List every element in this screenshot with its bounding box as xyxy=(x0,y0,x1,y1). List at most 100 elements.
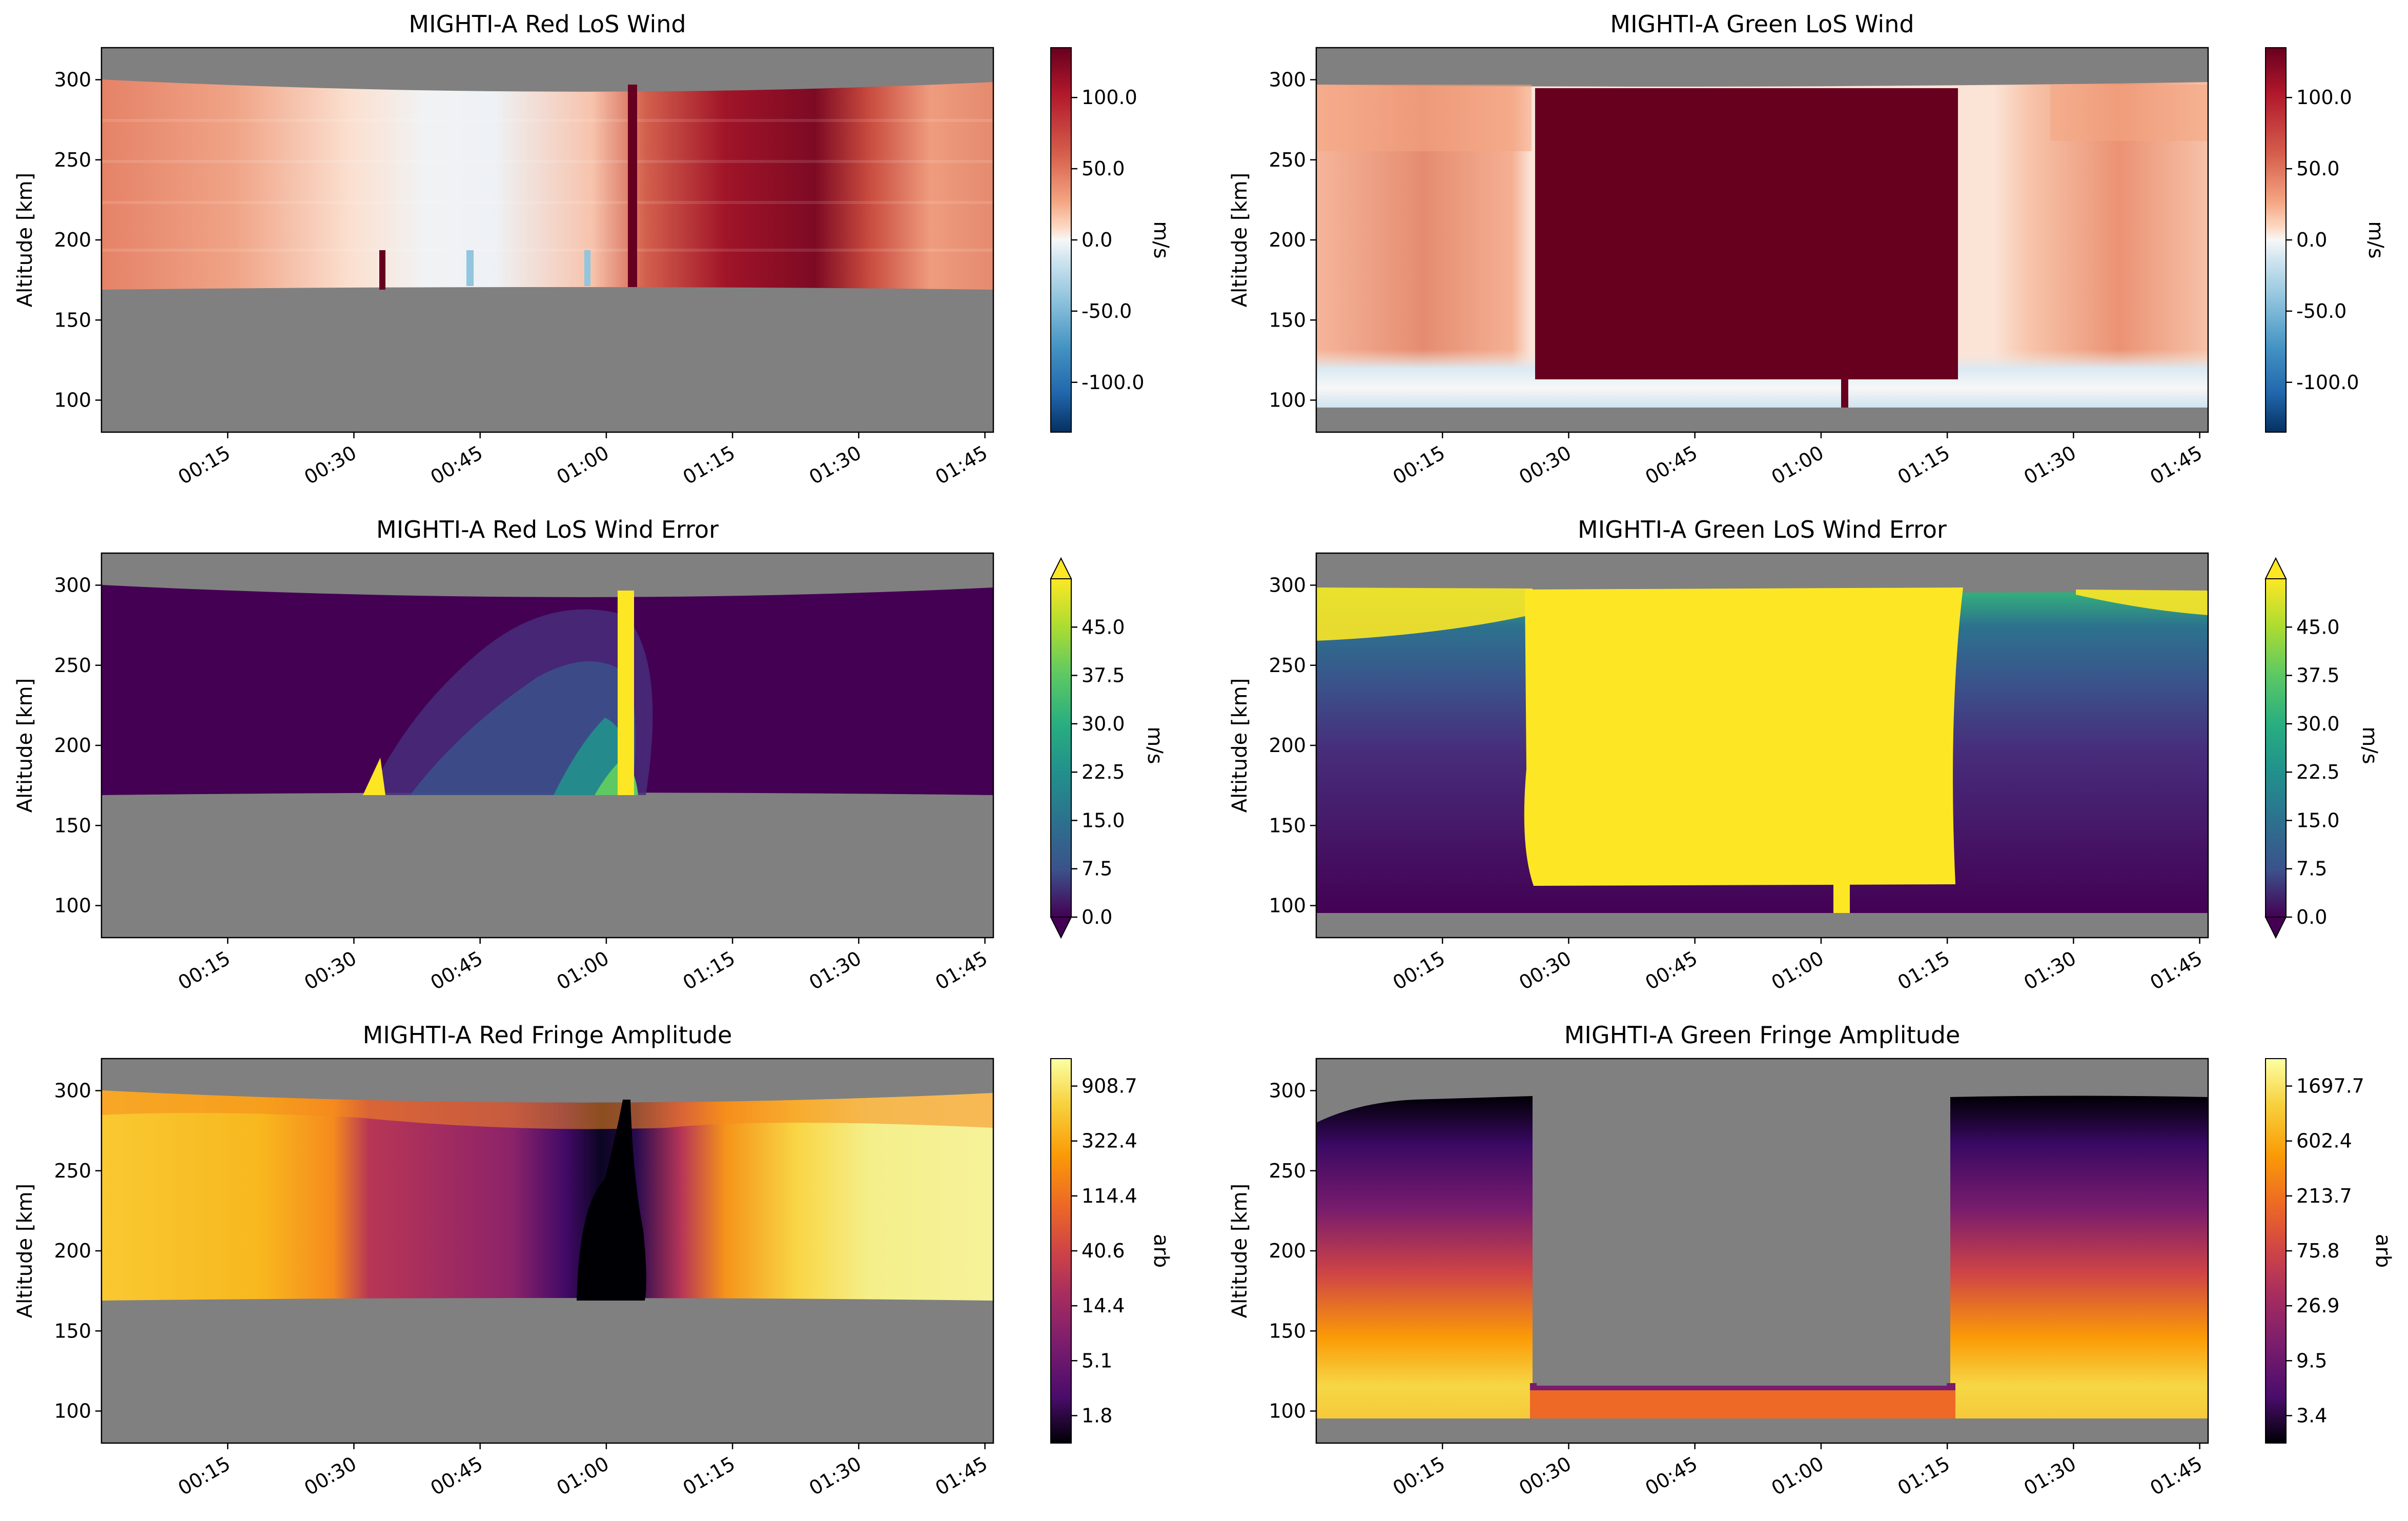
x-tick-label: 00:45 xyxy=(426,1452,486,1500)
y-tick-label: 300 xyxy=(1269,69,1306,91)
x-tick-label: 01:30 xyxy=(2020,1452,2080,1500)
colorbar-tick-label: 75.8 xyxy=(2296,1240,2340,1262)
panel-title: MIGHTI-A Green LoS Wind xyxy=(1610,10,1914,38)
panel-red-los-wind: MIGHTI-A Red LoS Wind 100 150 200 250 300 00… xyxy=(13,10,1173,489)
panel-title: MIGHTI-A Green LoS Wind Error xyxy=(1578,516,1947,543)
colorbar-gradient xyxy=(1050,1058,1072,1444)
panel-title: MIGHTI-A Green Fringe Amplitude xyxy=(1564,1021,1961,1049)
colorbar-tick-label: 37.5 xyxy=(1081,664,1125,687)
colorbar-tick-label: 1697.7 xyxy=(2296,1075,2364,1098)
y-tick-label: 200 xyxy=(1269,229,1306,251)
colorbar-ticks: 908.7 322.4 114.4 40.6 14.4 5.1 1.8 xyxy=(1071,1075,1137,1427)
colorbar: 100.0 50.0 0.0 -50.0 -100.0 m/s xyxy=(1050,47,1173,433)
colorbar-gradient xyxy=(1050,47,1072,433)
colorbar: 908.7 322.4 114.4 40.6 14.4 5.1 1.8 arb xyxy=(1050,1058,1173,1444)
y-tick-label: 300 xyxy=(1269,1080,1306,1102)
y-axis: 100 150 200 250 300 xyxy=(1269,574,1316,917)
high-error-column xyxy=(618,591,634,795)
x-tick-label: 00:30 xyxy=(300,441,360,489)
y-tick-label: 100 xyxy=(54,895,91,917)
y-axis-label: Altitude [km] xyxy=(13,678,37,813)
x-axis: 00:15 00:30 00:45 01:00 01:15 01:30 01:45 xyxy=(174,938,991,995)
x-axis: 00:15 00:30 00:45 01:00 01:15 01:30 01:45 xyxy=(1389,1443,2206,1500)
x-tick-label: 00:45 xyxy=(1641,947,1701,995)
y-tick-label: 150 xyxy=(54,814,91,837)
valid-data-region xyxy=(101,79,993,290)
x-tick-label: 00:30 xyxy=(1515,441,1575,489)
colorbar: 1697.7 602.4 213.7 75.8 26.9 9.5 3.4 arb xyxy=(2265,1058,2395,1444)
y-tick-label: 150 xyxy=(54,1320,91,1342)
panel-red-los-wind-error: MIGHTI-A Red LoS Wind Error 100 150 200 250… xyxy=(13,516,1167,995)
high-error-spike xyxy=(363,758,385,795)
y-tick-label: 150 xyxy=(1269,309,1306,331)
colorbar-ticks: 45.0 37.5 30.0 22.5 15.0 7.5 0.0 xyxy=(2286,616,2340,928)
x-tick-label: 01:15 xyxy=(1894,947,1954,995)
y-axis-label: Altitude [km] xyxy=(1228,678,1252,813)
x-tick-label: 01:30 xyxy=(2020,947,2080,995)
y-tick-label: 100 xyxy=(1269,895,1306,917)
blue-speckle xyxy=(584,250,590,286)
x-tick-label: 01:15 xyxy=(1894,1452,1954,1500)
colorbar-tick-label: 3.4 xyxy=(2296,1404,2327,1427)
colorbar-ticks: 100.0 50.0 0.0 -50.0 -100.0 xyxy=(1071,86,1145,394)
x-tick-label: 00:45 xyxy=(1641,1452,1701,1500)
y-tick-label: 150 xyxy=(1269,814,1306,837)
x-tick-label: 01:15 xyxy=(1894,441,1954,489)
colorbar-tick-label: 45.0 xyxy=(2296,616,2340,638)
x-tick-label: 01:45 xyxy=(931,1452,991,1500)
panel-title: MIGHTI-A Red LoS Wind Error xyxy=(376,516,719,543)
y-axis: 100 150 200 250 300 xyxy=(1269,1080,1316,1423)
x-tick-label: 00:15 xyxy=(1389,441,1449,489)
x-tick-label: 01:15 xyxy=(679,947,739,995)
y-tick-label: 300 xyxy=(1269,574,1306,597)
y-axis-label: Altitude [km] xyxy=(13,173,37,307)
colorbar-tick-label: 0.0 xyxy=(2296,229,2327,251)
x-tick-label: 01:30 xyxy=(805,441,865,489)
x-tick-label: 01:00 xyxy=(553,441,613,489)
panel-green-los-wind: MIGHTI-A Green LoS Wind 100150200250300 … xyxy=(1228,10,2387,489)
colorbar-tick-label: 100.0 xyxy=(1081,86,1137,109)
saturated-block xyxy=(1535,88,1958,379)
colorbar-tick-label: 50.0 xyxy=(1081,157,1125,180)
noisy-top-left xyxy=(1316,85,1532,151)
colorbar-label: arb xyxy=(2371,1234,2395,1268)
y-tick-label: 250 xyxy=(1269,1160,1306,1182)
colorbar-tick-label: 22.5 xyxy=(1081,761,1125,783)
y-tick-label: 250 xyxy=(54,654,91,677)
colorbar-tick-label: -100.0 xyxy=(2296,371,2359,394)
colorbar-tick-label: 7.5 xyxy=(2296,858,2327,880)
y-tick-label: 100 xyxy=(1269,1400,1306,1423)
x-tick-label: 01:00 xyxy=(1768,441,1828,489)
x-tick-label: 01:45 xyxy=(931,947,991,995)
y-tick-label: 200 xyxy=(1269,1240,1306,1262)
colorbar-gradient xyxy=(1050,578,1072,918)
colorbar-ticks: 100.0 50.0 0.0 -50.0 -100.0 xyxy=(2286,86,2359,394)
colorbar-tick-label: 0.0 xyxy=(2296,906,2327,928)
y-tick-label: 300 xyxy=(54,69,91,91)
colorbar: 45.0 37.5 30.0 22.5 15.0 7.5 0.0 m/s xyxy=(2264,557,2381,939)
x-axis: 00:15 00:30 00:45 01:00 01:15 01:30 01:45 xyxy=(174,1443,991,1500)
colorbar-tick-label: 15.0 xyxy=(2296,809,2340,832)
colorbar-tick-label: 14.4 xyxy=(1081,1294,1125,1317)
y-tick-label: 150 xyxy=(54,309,91,331)
missing-block xyxy=(1537,1096,1947,1386)
x-tick-label: 01:15 xyxy=(679,441,739,489)
y-tick-label: 250 xyxy=(54,1160,91,1182)
colorbar-tick-label: -50.0 xyxy=(1081,300,1132,322)
y-tick-label: 300 xyxy=(54,1080,91,1102)
amplitude-band-upper xyxy=(101,1090,993,1129)
colorbar-tick-label: 213.7 xyxy=(2296,1185,2352,1207)
colorbar-tick-label: 908.7 xyxy=(1081,1075,1137,1098)
dark-red-stripe xyxy=(628,85,637,287)
y-axis: 100 150 200 250 300 xyxy=(54,1080,101,1423)
y-tick-label: 100 xyxy=(54,1400,91,1423)
colorbar-gradient xyxy=(2265,1058,2287,1444)
y-tick-label: 250 xyxy=(1269,149,1306,171)
y-tick-label: 300 xyxy=(54,574,91,597)
valid-data-region xyxy=(101,1090,993,1301)
colorbar-tick-label: 50.0 xyxy=(2296,157,2340,180)
colorbar-label: arb xyxy=(1149,1234,1173,1268)
colorbar-tick-label: 15.0 xyxy=(1081,809,1125,832)
valid-data-region xyxy=(1950,1096,2208,1418)
